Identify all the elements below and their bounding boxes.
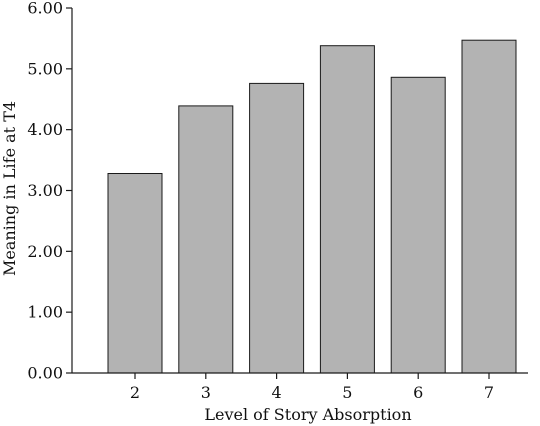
- x-tick-label: 3: [201, 383, 211, 402]
- y-tick-label: 1.00: [27, 303, 63, 322]
- bar-2: [107, 173, 163, 374]
- bar-7: [461, 39, 517, 374]
- x-tick-label: 6: [413, 383, 423, 402]
- bar-4: [249, 82, 305, 374]
- x-tick-label: 2: [130, 383, 140, 402]
- y-tick-label: 2.00: [27, 242, 63, 261]
- x-tick-label: 5: [342, 383, 352, 402]
- bar-5: [319, 45, 375, 374]
- y-tick-label: 6.00: [27, 0, 63, 18]
- y-tick-label: 5.00: [27, 59, 63, 78]
- x-ticks-layer: 2 3 4 5 6 7: [130, 373, 494, 402]
- y-tick-label: 3.00: [27, 181, 63, 200]
- y-axis-title: Meaning in Life at T4: [0, 101, 19, 276]
- y-tick-label: 0.00: [27, 364, 63, 383]
- bar-6: [390, 76, 446, 374]
- y-tick-label: 4.00: [27, 120, 63, 139]
- bar-3: [178, 105, 234, 374]
- y-ticks-layer: 0.00 1.00 2.00 3.00 4.00 5.00 6.00: [27, 0, 72, 383]
- x-tick-label: 7: [484, 383, 494, 402]
- bars-layer: [107, 39, 517, 374]
- x-tick-label: 4: [272, 383, 282, 402]
- x-axis-title: Level of Story Absorption: [204, 405, 411, 424]
